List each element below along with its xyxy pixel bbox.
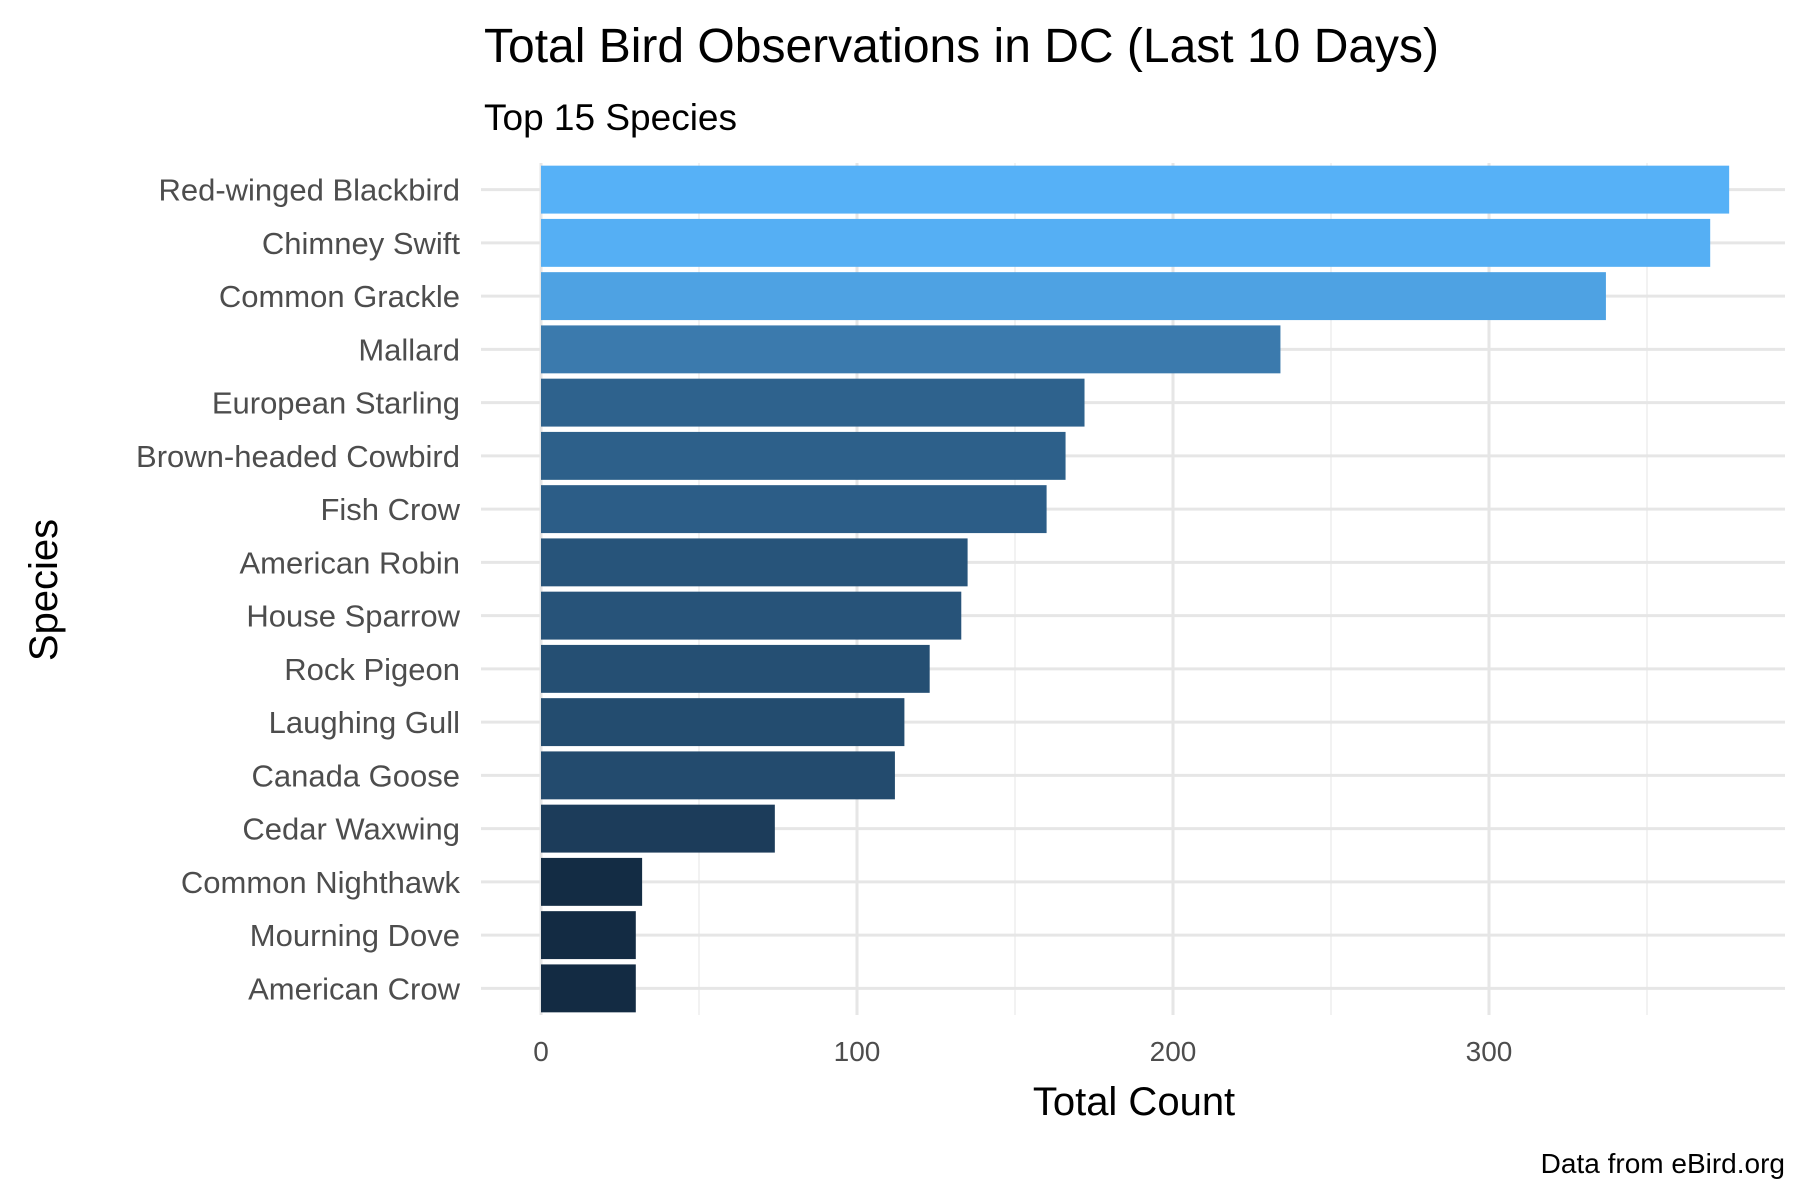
category-label: Rock Pigeon: [284, 652, 460, 687]
x-tick-label: 300: [1466, 1036, 1513, 1067]
bar: [541, 272, 1606, 321]
category-label: House Sparrow: [246, 599, 460, 634]
chart-caption: Data from eBird.org: [1541, 1148, 1785, 1179]
category-label: Common Nighthawk: [181, 865, 461, 900]
bars: [541, 165, 1730, 1013]
bar: [541, 538, 968, 587]
bar: [541, 218, 1711, 267]
bar: [541, 964, 636, 1013]
category-label: European Starling: [212, 386, 460, 421]
bar: [541, 644, 930, 693]
category-label: American Robin: [239, 545, 460, 580]
category-labels: Red-winged Blackbird Chimney Swift Common …: [136, 173, 461, 1007]
bar: [541, 857, 643, 906]
category-label: Fish Crow: [320, 492, 460, 527]
chart-title: Total Bird Observations in DC (Last 10 D…: [484, 20, 1439, 73]
bar: [541, 485, 1047, 534]
bar: [541, 751, 895, 800]
bar: [541, 165, 1730, 214]
x-tick-label: 0: [533, 1036, 549, 1067]
bar: [541, 431, 1066, 480]
x-tick-label: 100: [834, 1036, 881, 1067]
category-label: Laughing Gull: [269, 705, 460, 740]
x-tick-labels: 0 100 200 300: [533, 1036, 1512, 1067]
bar: [541, 911, 636, 960]
x-axis-title: Total Count: [1033, 1080, 1235, 1124]
category-label: Mallard: [358, 332, 460, 367]
category-label: Brown-headed Cowbird: [136, 439, 460, 474]
bar: [541, 804, 775, 853]
category-label: Mourning Dove: [250, 918, 460, 953]
category-label: Common Grackle: [219, 279, 460, 314]
bar: [541, 698, 905, 747]
bar: [541, 378, 1085, 427]
chart-subtitle: Top 15 Species: [484, 97, 737, 138]
category-label: American Crow: [248, 971, 460, 1006]
category-label: Cedar Waxwing: [242, 812, 460, 847]
category-label: Canada Goose: [251, 758, 460, 793]
x-tick-label: 200: [1150, 1036, 1197, 1067]
category-label: Chimney Swift: [262, 226, 460, 261]
bar: [541, 325, 1281, 374]
y-axis-title: Species: [22, 519, 66, 661]
bar: [541, 591, 962, 640]
category-label: Red-winged Blackbird: [158, 173, 460, 208]
